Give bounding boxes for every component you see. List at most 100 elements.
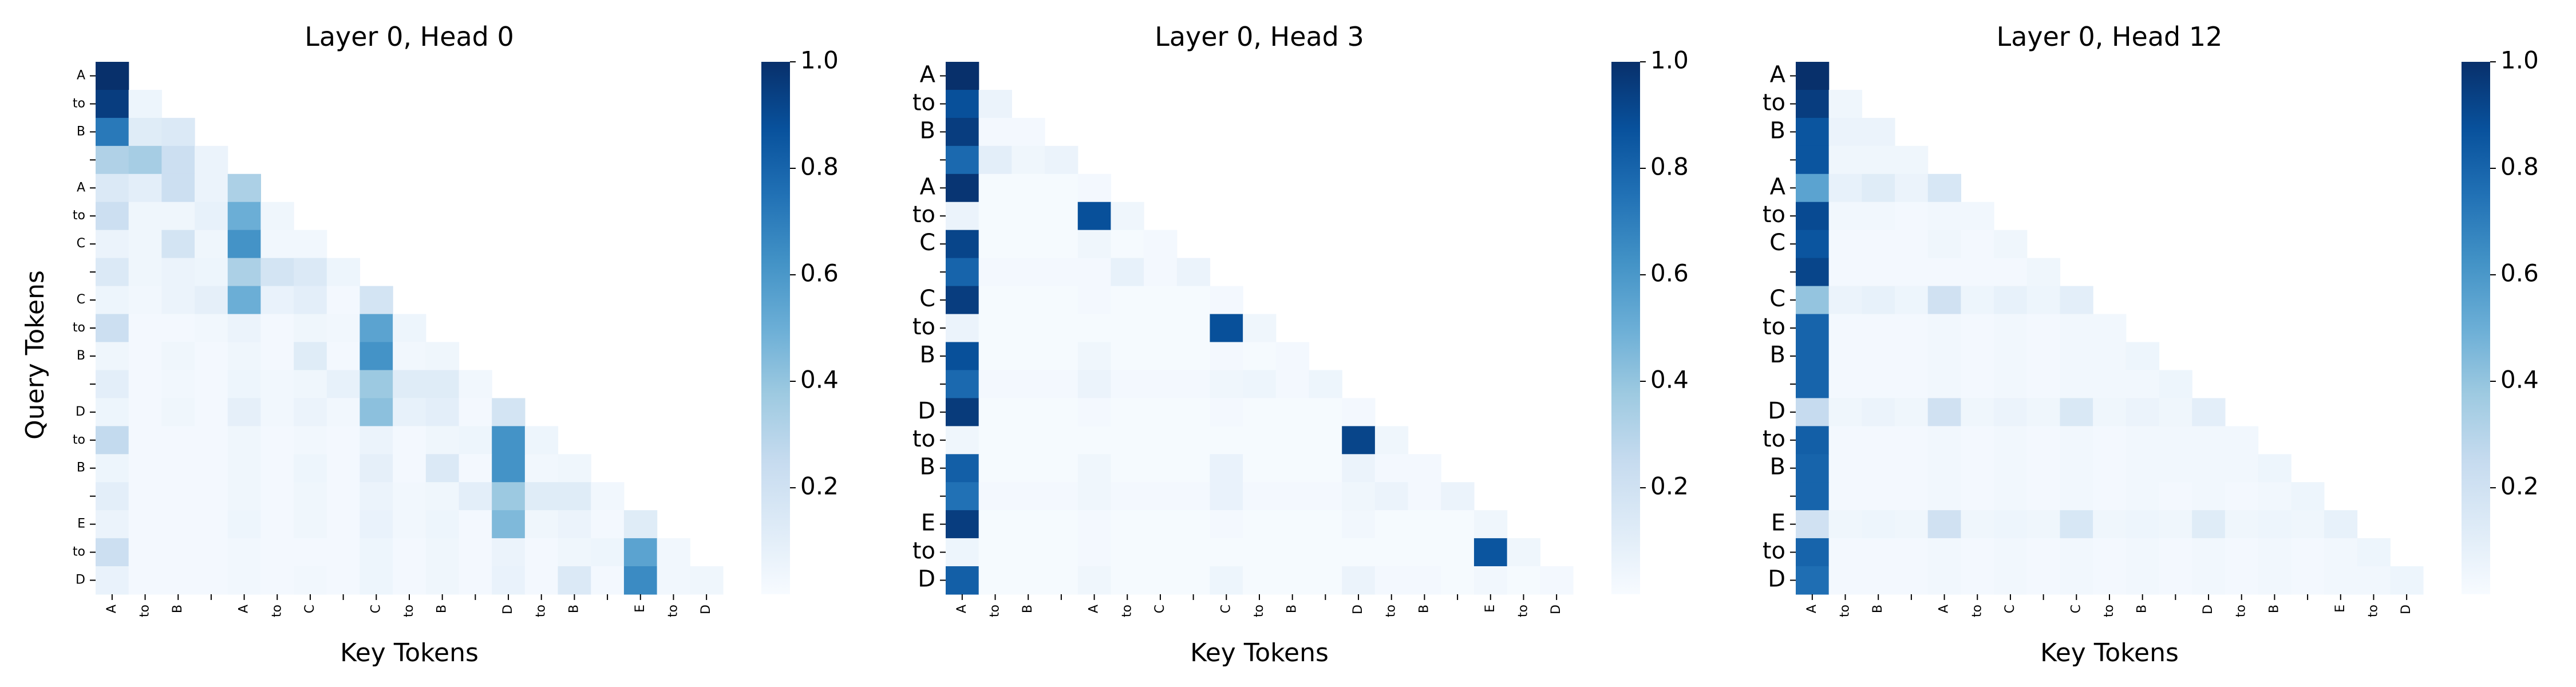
- heatmap-cell: [227, 286, 262, 315]
- heatmap-cell: [1828, 286, 1862, 315]
- x-tick-label: B: [1021, 605, 1035, 613]
- heatmap-cell: [1441, 538, 1475, 567]
- heatmap-cell: [2060, 482, 2093, 511]
- heatmap-cell: [524, 482, 559, 511]
- heatmap-cell: [1176, 538, 1211, 567]
- heatmap-cell: [128, 89, 162, 119]
- heatmap-cell: [1012, 482, 1045, 511]
- heatmap-cell: [1012, 202, 1045, 231]
- x-tick-label: A: [1087, 605, 1101, 613]
- heatmap-cell: [1862, 258, 1895, 287]
- y-tick-label: B: [1770, 342, 1785, 368]
- y-tick-label: to: [73, 208, 85, 223]
- heatmap-cell: [1862, 314, 1895, 343]
- x-tick-label: C: [1219, 605, 1233, 613]
- heatmap-cell: [1862, 538, 1895, 567]
- heatmap-cell: [1045, 258, 1078, 287]
- heatmap-cell: [1144, 482, 1178, 511]
- heatmap-cell: [195, 426, 228, 455]
- y-tick-label: C: [77, 236, 85, 251]
- heatmap-cell: [1796, 370, 1830, 398]
- heatmap-cell: [1895, 538, 1929, 567]
- heatmap-cell: [492, 538, 526, 567]
- heatmap-cell: [96, 202, 129, 231]
- colorbar-gradient: [2462, 62, 2490, 594]
- heatmap-cell: [1045, 145, 1078, 175]
- heatmap-cell: [1111, 398, 1144, 427]
- heatmap-cell: [2060, 566, 2093, 595]
- heatmap-cell: [1828, 370, 1862, 398]
- heatmap-cell: [195, 202, 228, 231]
- y-tick-label: to: [1763, 202, 1785, 228]
- heatmap-cell: [2026, 426, 2061, 455]
- heatmap-cell: [1077, 566, 1112, 595]
- y-tick-labels: Ato B Ato C Cto B Dto B Eto D: [73, 68, 96, 587]
- heatmap-cell: [195, 566, 228, 595]
- heatmap-cell: [978, 202, 1012, 231]
- heatmap-cell: [359, 510, 393, 539]
- heatmap-cell: [161, 482, 195, 511]
- heatmap-cell: [2093, 454, 2127, 483]
- heatmap-cell: [1176, 426, 1211, 455]
- heatmap-cell: [128, 314, 162, 343]
- heatmap-cell: [294, 398, 327, 427]
- heatmap-cell: [326, 510, 361, 539]
- heatmap-cell: [161, 510, 195, 539]
- heatmap-cell: [1374, 482, 1409, 511]
- heatmap-cell: [1828, 510, 1862, 539]
- heatmap-cell: [1045, 173, 1078, 203]
- heatmap-cell: [326, 314, 361, 343]
- heatmap-cell: [1796, 230, 1830, 259]
- x-tick-label: A: [1937, 605, 1951, 613]
- heatmap-cell: [260, 566, 294, 595]
- heatmap-cell: [459, 510, 492, 539]
- heatmap-cell: [359, 538, 393, 567]
- heatmap-cell: [1045, 482, 1078, 511]
- x-tick-label: to: [1516, 605, 1530, 617]
- heatmap-cell: [2125, 370, 2160, 398]
- heatmap-cell: [227, 482, 262, 511]
- heatmap-cell: [1828, 230, 1862, 259]
- heatmap-cell: [1927, 258, 1962, 287]
- heatmap-cell: [591, 482, 625, 511]
- y-tick-label: A: [920, 173, 936, 200]
- heatmap-cell: [1927, 426, 1962, 455]
- heatmap-cell: [558, 538, 591, 567]
- heatmap-cell: [393, 370, 426, 398]
- heatmap-cell: [459, 398, 492, 427]
- x-tick-label: B: [1285, 605, 1299, 613]
- heatmap-cell: [1045, 286, 1078, 315]
- heatmap-cell: [326, 398, 361, 427]
- heatmap-cell: [393, 510, 426, 539]
- colorbar-tick-label: 0.8: [1650, 153, 1689, 181]
- heatmap-cell: [128, 286, 162, 315]
- y-tick-label: D: [918, 566, 935, 593]
- heatmap-cell: [1828, 314, 1862, 343]
- heatmap-cell: [1012, 454, 1045, 483]
- heatmap-cell: [946, 89, 979, 119]
- heatmap-cell: [1828, 566, 1862, 595]
- heatmap-cell: [2225, 454, 2259, 483]
- heatmap-cell: [260, 258, 294, 287]
- heatmap-cell: [2324, 538, 2358, 567]
- heatmap-cell: [1828, 482, 1862, 511]
- heatmap-cell: [359, 426, 393, 455]
- heatmap-cell: [558, 510, 591, 539]
- x-tick-label: to: [534, 605, 548, 617]
- heatmap-cell: [2357, 538, 2391, 567]
- heatmap-cell: [1012, 286, 1045, 315]
- heatmap-cell: [1012, 117, 1045, 147]
- heatmap-cell: [946, 538, 979, 567]
- heatmap-cell: [1796, 89, 1830, 119]
- heatmap-cell: [1862, 398, 1895, 427]
- heatmap-cell: [1309, 482, 1342, 511]
- x-tick-label: D: [1351, 605, 1365, 614]
- heatmap-cell: [1862, 230, 1895, 259]
- heatmap-cell: [1507, 538, 1540, 567]
- heatmap-cell: [1828, 538, 1862, 567]
- x-tick-label: to: [2366, 605, 2380, 617]
- heatmap-cell: [1796, 286, 1830, 315]
- heatmap-cell: [1796, 62, 1830, 90]
- x-tick-label: B: [435, 605, 449, 613]
